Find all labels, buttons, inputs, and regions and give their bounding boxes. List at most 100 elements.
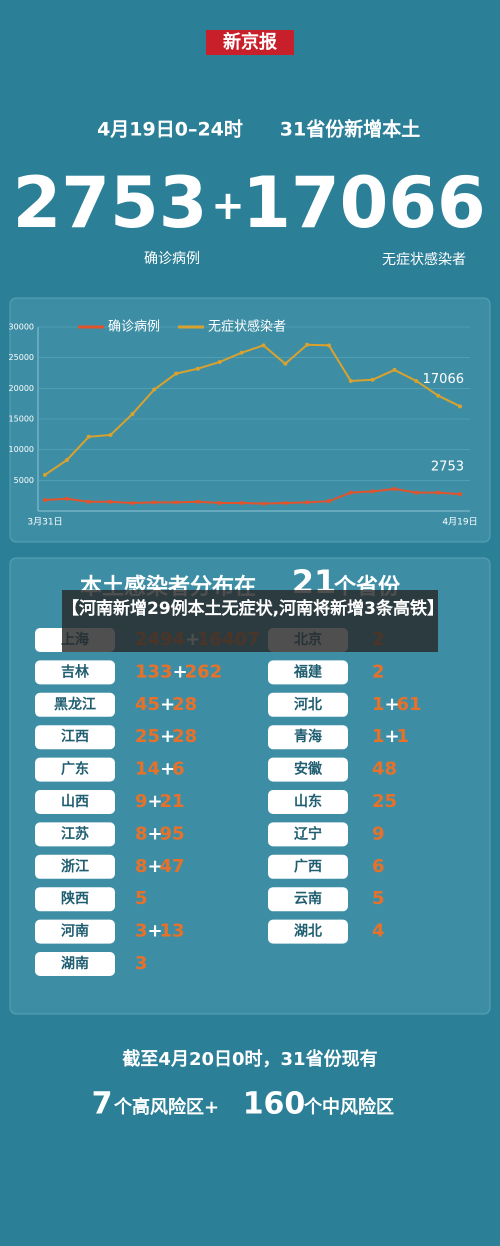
- chart-panel: [9, 297, 491, 543]
- case-count: 133: [135, 661, 173, 682]
- province-pill: [35, 790, 115, 814]
- case-count: 45: [135, 694, 160, 715]
- case-count: 14: [135, 759, 160, 780]
- mid-count: 160: [243, 1087, 306, 1122]
- province-pill: [35, 952, 115, 976]
- point: [458, 492, 462, 497]
- province-name: 广西: [294, 858, 322, 875]
- mid-label: 个中风险区: [303, 1096, 394, 1118]
- case-count: 6: [372, 856, 385, 877]
- line: [44, 343, 461, 476]
- logo: 新京报: [223, 31, 277, 53]
- point: [392, 486, 397, 491]
- case-count: 28: [172, 694, 197, 715]
- point: [458, 404, 462, 409]
- point: [436, 490, 441, 495]
- province-pill: [268, 822, 348, 847]
- province-pill: [35, 757, 115, 782]
- province-name: 湖北: [294, 924, 322, 940]
- point: [108, 432, 113, 437]
- point: [283, 501, 288, 506]
- case-count: 1: [372, 726, 385, 747]
- province-name: 广东: [61, 761, 89, 778]
- case-count: 9: [135, 791, 148, 812]
- province-pill: [35, 854, 115, 879]
- point: [174, 500, 179, 505]
- province-pill: [268, 660, 348, 685]
- plus: +: [385, 694, 400, 715]
- point: [261, 501, 266, 506]
- plus: +: [160, 694, 175, 715]
- case-count: 1: [372, 694, 385, 715]
- date: 4月19日0–24时: [97, 119, 243, 141]
- case-count: 5: [135, 888, 148, 909]
- case-count: 9: [372, 823, 385, 844]
- y-tick-label: 25000: [9, 353, 34, 362]
- logo-bg: [206, 30, 294, 55]
- caption: 【河南新增29例本土无症状,河南将新增3条高铁】: [62, 590, 444, 652]
- point: [392, 367, 397, 372]
- province-name: 福建: [293, 663, 322, 680]
- case-count: 48: [372, 759, 397, 780]
- province-pill: [268, 692, 348, 717]
- plus: +: [211, 183, 245, 229]
- y-tick-label: 15000: [9, 415, 34, 424]
- point: [174, 371, 179, 376]
- province-name: 山东: [294, 793, 322, 810]
- list-panel: [9, 557, 491, 1015]
- province-pill: [268, 887, 348, 912]
- plus: +: [173, 661, 188, 682]
- end-label: 17066: [423, 372, 464, 387]
- case-count: 47: [160, 856, 185, 877]
- plus: +: [160, 759, 175, 780]
- case-count: 5: [372, 888, 385, 909]
- point: [64, 496, 69, 501]
- high-label: 个高风险区+: [113, 1096, 219, 1118]
- point: [414, 378, 419, 383]
- province-name: 河南: [61, 923, 89, 940]
- province-name: 安徽: [294, 761, 323, 778]
- point: [239, 501, 244, 506]
- point: [305, 342, 310, 347]
- case-count: 61: [397, 694, 422, 715]
- province-pill: [268, 725, 348, 750]
- point: [64, 458, 69, 463]
- province-name: 黑龙江: [54, 696, 96, 713]
- case-count: 3: [135, 921, 148, 942]
- point: [436, 393, 441, 398]
- case-count: 4: [372, 921, 385, 942]
- case-count: 28: [172, 726, 197, 747]
- case-count: 25: [135, 726, 160, 747]
- point: [326, 499, 331, 504]
- case-count: 8: [135, 823, 148, 844]
- point: [152, 500, 157, 505]
- province-name: 江苏: [61, 825, 89, 842]
- province-pill: [35, 887, 115, 912]
- y-tick-label: 30000: [9, 323, 34, 332]
- plus: +: [160, 726, 175, 747]
- case-count: 25: [372, 791, 397, 812]
- point: [195, 499, 200, 504]
- case-count: 2: [372, 661, 385, 682]
- province-name: 浙江: [61, 858, 89, 875]
- point: [348, 378, 353, 383]
- province-pill: [35, 822, 115, 847]
- plus: +: [148, 921, 163, 942]
- province-name: 辽宁: [294, 825, 322, 842]
- province-name: 湖南: [61, 955, 89, 972]
- plus: +: [148, 856, 163, 877]
- subtitle: 31省份新增本土: [280, 118, 420, 141]
- point: [370, 489, 375, 494]
- point: [130, 412, 135, 417]
- province-pill: [268, 854, 348, 879]
- province-pill: [35, 660, 115, 685]
- x-tick-label: 4月19日: [442, 517, 477, 528]
- y-tick-label: 10000: [9, 445, 34, 454]
- point: [152, 387, 157, 392]
- plus: +: [148, 791, 163, 812]
- confirmed-label: 确诊病例: [144, 251, 200, 267]
- point: [86, 434, 91, 439]
- footer-line: 截至4月20日0时，31省份现有: [122, 1048, 377, 1070]
- point: [414, 490, 419, 495]
- plus: +: [385, 726, 400, 747]
